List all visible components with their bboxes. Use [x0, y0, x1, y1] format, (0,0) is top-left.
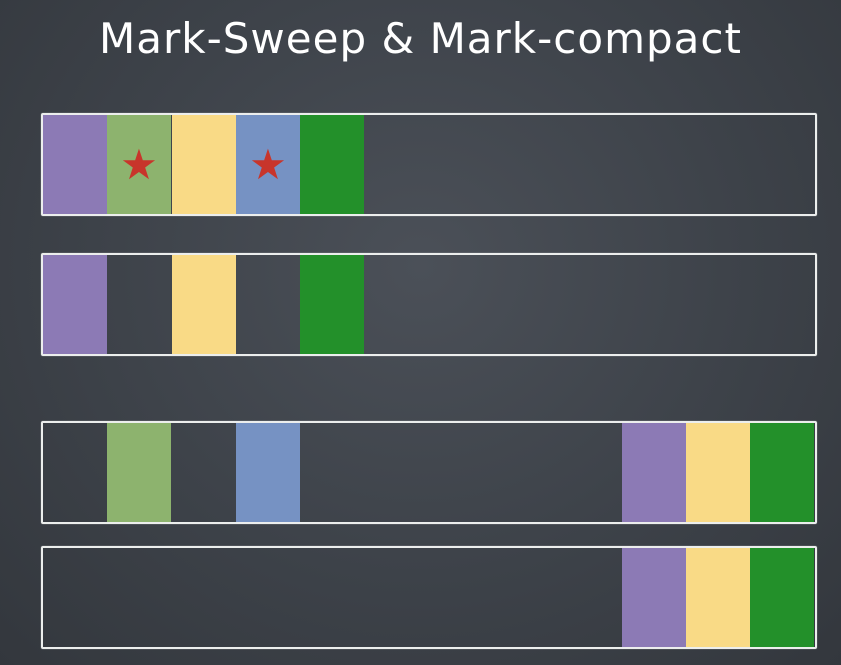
heap-after-mark-compact	[41, 546, 817, 649]
memory-block-dark-green	[750, 423, 814, 522]
memory-block-yellow	[686, 423, 750, 522]
memory-block-light-green	[107, 423, 171, 522]
heap-before-mark-compact	[41, 421, 817, 524]
memory-block-purple	[43, 115, 107, 214]
memory-block-blue	[236, 423, 300, 522]
mark-star-icon: ★	[249, 139, 287, 189]
slide-title: Mark-Sweep & Mark-compact	[99, 14, 742, 63]
memory-block-light-green: ★	[107, 115, 171, 214]
memory-block-yellow	[172, 255, 236, 354]
memory-block-yellow	[686, 548, 750, 647]
mark-star-icon: ★	[120, 139, 158, 189]
memory-block-purple	[622, 548, 686, 647]
heap-before-mark-sweep: ★ ★	[41, 113, 817, 216]
memory-block-blue: ★	[236, 115, 300, 214]
memory-block-purple	[622, 423, 686, 522]
memory-block-dark-green	[300, 115, 364, 214]
memory-block-purple	[43, 255, 107, 354]
memory-block-dark-green	[750, 548, 814, 647]
memory-block-yellow	[172, 115, 236, 214]
heap-after-mark-sweep	[41, 253, 817, 356]
memory-block-dark-green	[300, 255, 364, 354]
